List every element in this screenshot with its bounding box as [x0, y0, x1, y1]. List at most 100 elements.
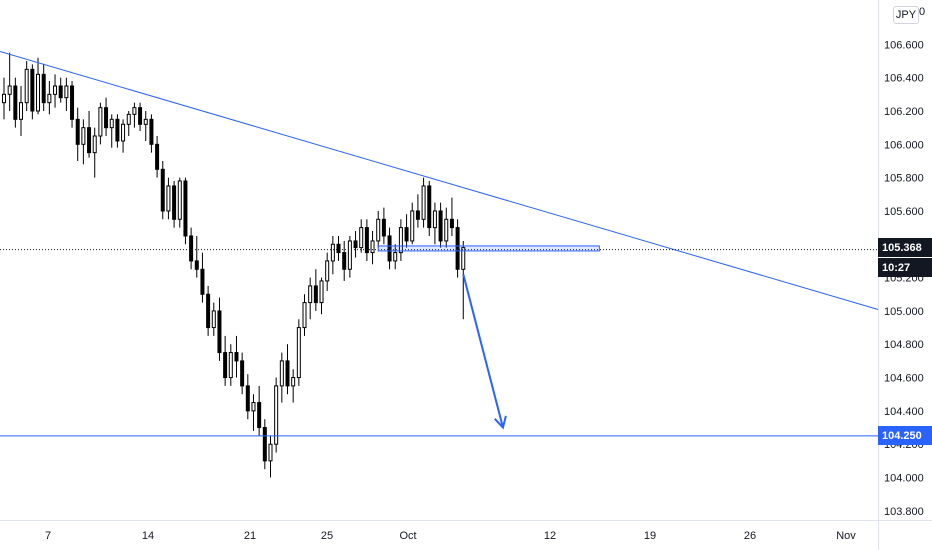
candle	[132, 102, 137, 128]
candle-body	[217, 310, 222, 354]
candle	[251, 394, 256, 431]
candle	[438, 202, 443, 248]
candle	[87, 111, 92, 158]
candle	[347, 235, 352, 278]
candle-body	[64, 85, 69, 99]
candle-body	[166, 185, 171, 212]
y-axis-tick-label: 104.600	[884, 373, 924, 385]
candle	[36, 57, 41, 115]
candle-body	[432, 210, 437, 229]
y-axis-partial-label: 0	[919, 6, 925, 18]
candle-body	[274, 385, 279, 445]
candle	[223, 335, 228, 386]
candle	[313, 269, 318, 311]
candle-body	[342, 252, 347, 270]
candle-body	[251, 402, 256, 412]
candle	[291, 369, 296, 403]
candle	[70, 81, 75, 128]
candle	[47, 81, 52, 115]
candle	[75, 107, 80, 161]
candle-body	[393, 252, 398, 262]
candle-body	[296, 327, 301, 379]
projection-arrow-shaft	[462, 274, 504, 428]
candle	[370, 230, 375, 265]
candle	[444, 207, 449, 248]
candle	[211, 302, 216, 336]
candle-body	[279, 360, 284, 387]
candle-body	[19, 102, 24, 120]
candle-body	[291, 377, 296, 387]
candle-body	[58, 85, 63, 99]
candle	[461, 240, 466, 320]
candle	[268, 435, 273, 478]
candle	[262, 419, 267, 470]
candle-body	[245, 385, 250, 412]
countdown-tag: 10:27	[878, 258, 932, 277]
candle-body	[155, 143, 160, 170]
candle	[330, 235, 335, 275]
candle-body	[160, 168, 165, 212]
candle-body	[2, 93, 6, 104]
candle-body	[228, 352, 233, 379]
candle-body	[353, 240, 358, 249]
candle-body	[449, 218, 454, 229]
x-axis-tick-label: 12	[544, 530, 556, 542]
candle-body	[36, 73, 41, 112]
candle-body	[410, 210, 415, 242]
candle	[308, 277, 313, 320]
candle-body	[47, 93, 52, 104]
x-axis-tick-label: 7	[45, 530, 51, 542]
candle-body	[421, 185, 426, 220]
y-axis-tick-label: 105.800	[884, 173, 924, 185]
candle-body	[381, 218, 386, 237]
candle-body	[415, 210, 420, 220]
resistance-zone	[377, 245, 600, 252]
candle	[404, 214, 409, 248]
candle-body	[404, 227, 409, 242]
candle	[274, 377, 279, 453]
candle	[81, 119, 86, 165]
y-axis-tick-label: 106.600	[884, 39, 924, 51]
candle	[359, 219, 364, 253]
candle-body	[427, 185, 432, 229]
candle-body	[149, 118, 154, 145]
y-axis-tick-label: 106.400	[884, 73, 924, 85]
candle-body	[302, 302, 307, 329]
candle	[200, 252, 205, 303]
candle	[455, 219, 460, 278]
candle	[177, 177, 182, 228]
candle	[149, 114, 154, 153]
currency-badge[interactable]: JPY	[893, 6, 919, 24]
candle	[228, 344, 233, 386]
candle	[376, 210, 381, 248]
candle-body	[41, 73, 46, 104]
candle	[53, 74, 58, 108]
y-axis-tick-label: 104.400	[884, 406, 924, 418]
candle	[325, 252, 330, 291]
candle-body	[13, 85, 18, 120]
candle-body	[364, 227, 369, 254]
candle-body	[126, 113, 131, 125]
candle-body	[240, 360, 245, 387]
y-axis-tick-label: 104.800	[884, 339, 924, 351]
candle-body	[87, 127, 92, 154]
candle	[427, 180, 432, 236]
candle	[41, 64, 46, 111]
y-axis-tick-label: 103.800	[884, 506, 924, 518]
candle	[336, 235, 341, 261]
candle	[126, 111, 131, 136]
x-axis-tick-label: 14	[142, 530, 154, 542]
candle	[257, 385, 262, 436]
candle-body	[53, 85, 58, 95]
candle-body	[336, 243, 341, 254]
candle	[143, 111, 148, 141]
candle	[302, 294, 307, 336]
candle	[64, 77, 69, 111]
candle	[393, 244, 398, 270]
candle-body	[347, 240, 352, 270]
candle	[189, 227, 194, 270]
candle-body	[461, 247, 466, 270]
candle	[92, 127, 97, 178]
